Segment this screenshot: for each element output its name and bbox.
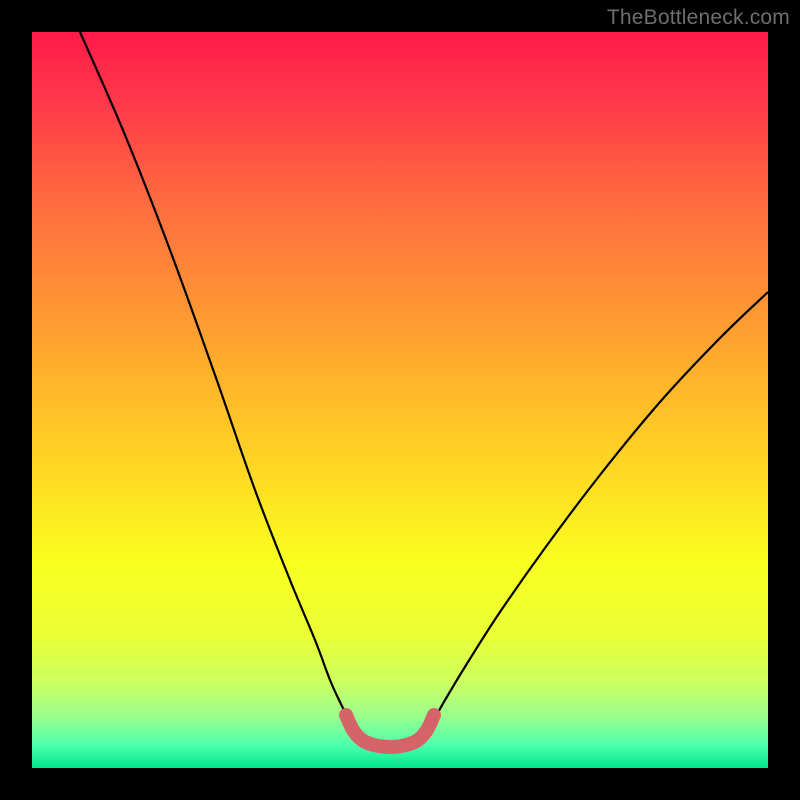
chart-canvas <box>0 0 800 800</box>
watermark-text: TheBottleneck.com <box>607 6 790 30</box>
plot-background <box>32 32 768 768</box>
